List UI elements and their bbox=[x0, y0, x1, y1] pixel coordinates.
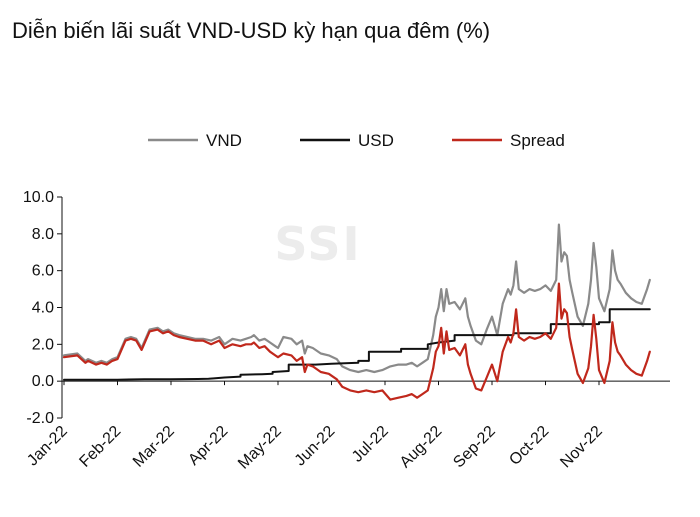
x-tick-label: Aug-22 bbox=[397, 423, 446, 472]
x-tick-label: Apr-22 bbox=[185, 423, 231, 469]
y-tick-label: 2.0 bbox=[32, 336, 54, 353]
y-tick-label: 8.0 bbox=[32, 226, 54, 243]
watermark: SSI bbox=[274, 217, 361, 271]
x-tick-label: Mar-22 bbox=[130, 423, 178, 471]
x-tick-label: May-22 bbox=[235, 423, 285, 473]
series-layer bbox=[62, 223, 651, 401]
x-tick-label: Jun-22 bbox=[292, 423, 339, 470]
y-tick-label: 0.0 bbox=[32, 373, 54, 390]
legend: VND USD Spread bbox=[148, 131, 565, 150]
series-line-spread bbox=[62, 282, 651, 401]
x-tick-label: Jan-22 bbox=[24, 423, 71, 470]
x-tick-label: Sep-22 bbox=[450, 423, 499, 472]
x-tick-label: Feb-22 bbox=[76, 423, 124, 471]
y-tick-label: 4.0 bbox=[32, 300, 54, 317]
x-tick-label: Oct-22 bbox=[506, 423, 552, 469]
series-line-vnd bbox=[62, 223, 651, 374]
series-line-usd bbox=[63, 308, 651, 381]
chart-title: Diễn biến lãi suất VND-USD kỳ hạn qua đê… bbox=[12, 18, 491, 43]
y-tick-label: 10.0 bbox=[23, 189, 54, 206]
x-tick-label: Nov-22 bbox=[557, 423, 606, 472]
y-tick-label: 6.0 bbox=[32, 263, 54, 280]
y-tick-label: -2.0 bbox=[26, 410, 54, 427]
legend-label-usd: USD bbox=[358, 131, 394, 150]
legend-label-vnd: VND bbox=[206, 131, 242, 150]
legend-label-spread: Spread bbox=[510, 131, 565, 150]
x-tick-label: Jul-22 bbox=[349, 423, 392, 466]
